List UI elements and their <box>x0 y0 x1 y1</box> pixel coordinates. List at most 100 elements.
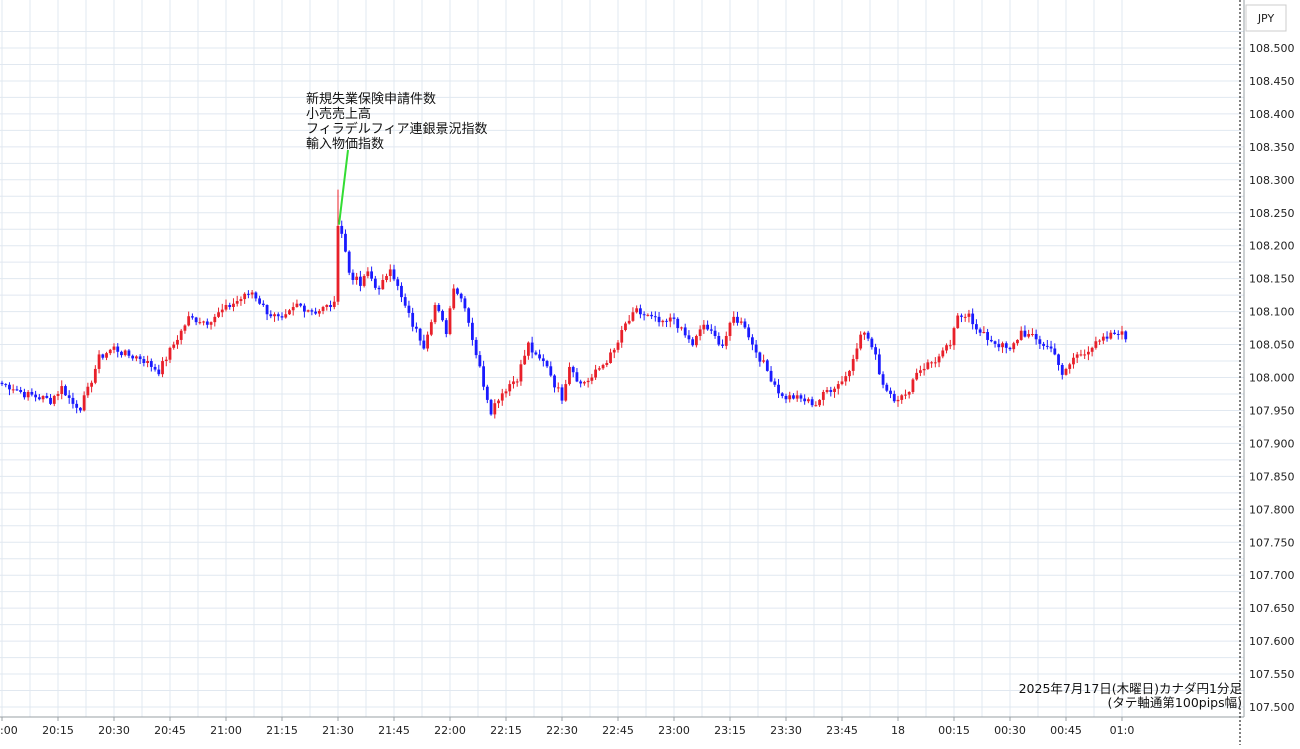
candle-body <box>709 329 713 331</box>
candle-body <box>665 320 668 322</box>
candle-body <box>564 384 568 401</box>
candle-body <box>736 316 739 323</box>
candle-body <box>93 368 97 383</box>
candle-body <box>620 330 624 343</box>
candle-body <box>284 314 288 318</box>
candle-body <box>444 320 448 335</box>
candle-body <box>4 384 8 386</box>
candle-body <box>754 344 758 353</box>
candle-body <box>172 344 176 348</box>
candle-body <box>373 278 377 288</box>
candle-body <box>1053 348 1057 355</box>
candle-body <box>1075 354 1079 358</box>
candle-body <box>877 354 881 375</box>
candle-body <box>429 322 433 335</box>
candle-body <box>721 344 724 346</box>
candle-body <box>948 345 952 347</box>
candle-body <box>874 347 877 355</box>
candle-body <box>609 352 612 364</box>
candle-body <box>904 394 907 396</box>
candle-body <box>64 386 67 396</box>
x-tick-label: 20:45 <box>154 724 186 737</box>
candle-body <box>978 329 982 333</box>
candle-body <box>1120 331 1124 335</box>
candle-body <box>702 324 706 330</box>
y-tick-label: 107.900 <box>1249 437 1295 450</box>
candle-body <box>433 305 437 323</box>
candle-body <box>235 301 239 304</box>
candle-body <box>407 305 411 313</box>
candle-body <box>1038 339 1042 344</box>
candle-body <box>952 328 956 346</box>
candle-body <box>314 311 317 314</box>
candle-body <box>601 364 605 369</box>
candle-body <box>1027 334 1031 337</box>
candle-body <box>97 354 101 369</box>
candle-body <box>866 332 870 339</box>
candle-body <box>1034 334 1038 340</box>
candle-body <box>527 342 530 356</box>
candle-body <box>1064 368 1068 375</box>
grid <box>0 0 1244 717</box>
candle-body <box>474 339 478 356</box>
candle-body <box>232 303 235 307</box>
x-tick-label: 23:00 <box>658 724 690 737</box>
candle-body <box>276 314 280 317</box>
candle-body <box>329 305 332 307</box>
candle-body <box>269 314 273 317</box>
candle-body <box>1004 343 1008 348</box>
x-tick-label: 00:30 <box>994 724 1026 737</box>
candle-body <box>149 361 153 367</box>
candle-body <box>482 366 485 387</box>
candle-body <box>142 359 146 364</box>
candle-body <box>138 356 142 360</box>
candle-body <box>515 381 519 383</box>
candle-body <box>933 362 937 364</box>
candle-body <box>844 376 848 382</box>
candle-body <box>1124 331 1128 340</box>
candle-body <box>963 316 967 318</box>
candle-body <box>1094 341 1098 348</box>
candle-body <box>605 363 609 365</box>
x-tick-label: 21:30 <box>322 724 354 737</box>
candle-body <box>75 403 79 408</box>
candle-body <box>1098 340 1101 342</box>
candle-body <box>15 389 19 391</box>
candle-body <box>765 360 769 371</box>
candle-body <box>396 279 400 286</box>
candle-body <box>594 369 597 378</box>
candle-body <box>788 395 792 400</box>
candle-body <box>1113 332 1116 335</box>
event-annotation: 新規失業保険申請件数 小売売上高 フィラデルフィア連銀景況指数 輸入物価指数 <box>306 91 487 225</box>
candle-body <box>355 276 359 280</box>
candle-body <box>941 350 945 357</box>
candle-body <box>191 316 194 318</box>
candle-body <box>247 293 250 295</box>
y-tick-label: 108.350 <box>1249 141 1295 154</box>
candle-body <box>194 317 198 323</box>
annotation-line-4: 輸入物価指数 <box>306 137 384 152</box>
candle-body <box>344 233 347 252</box>
candle-body <box>653 316 657 318</box>
annotation-pointer-line <box>338 149 349 225</box>
candle-body <box>945 345 948 351</box>
candle-body <box>695 335 698 346</box>
y-tick-label: 107.650 <box>1249 602 1295 615</box>
candle-body <box>198 322 202 324</box>
candle-body <box>810 399 814 406</box>
y-tick-label: 107.850 <box>1249 470 1295 483</box>
y-tick-label: 108.200 <box>1249 240 1295 253</box>
candle-body <box>1072 357 1075 365</box>
candle-body <box>1008 347 1012 350</box>
candle-body <box>422 340 426 349</box>
candle-body <box>497 400 500 404</box>
candle-body <box>366 271 370 277</box>
currency-badge[interactable] <box>1245 4 1287 32</box>
candle-body <box>291 306 295 311</box>
candle-body <box>426 334 429 349</box>
candle-body <box>780 393 784 396</box>
candle-body <box>1049 346 1053 349</box>
candle-body <box>586 380 590 383</box>
candle-body <box>975 324 978 330</box>
candle-body <box>568 366 571 385</box>
